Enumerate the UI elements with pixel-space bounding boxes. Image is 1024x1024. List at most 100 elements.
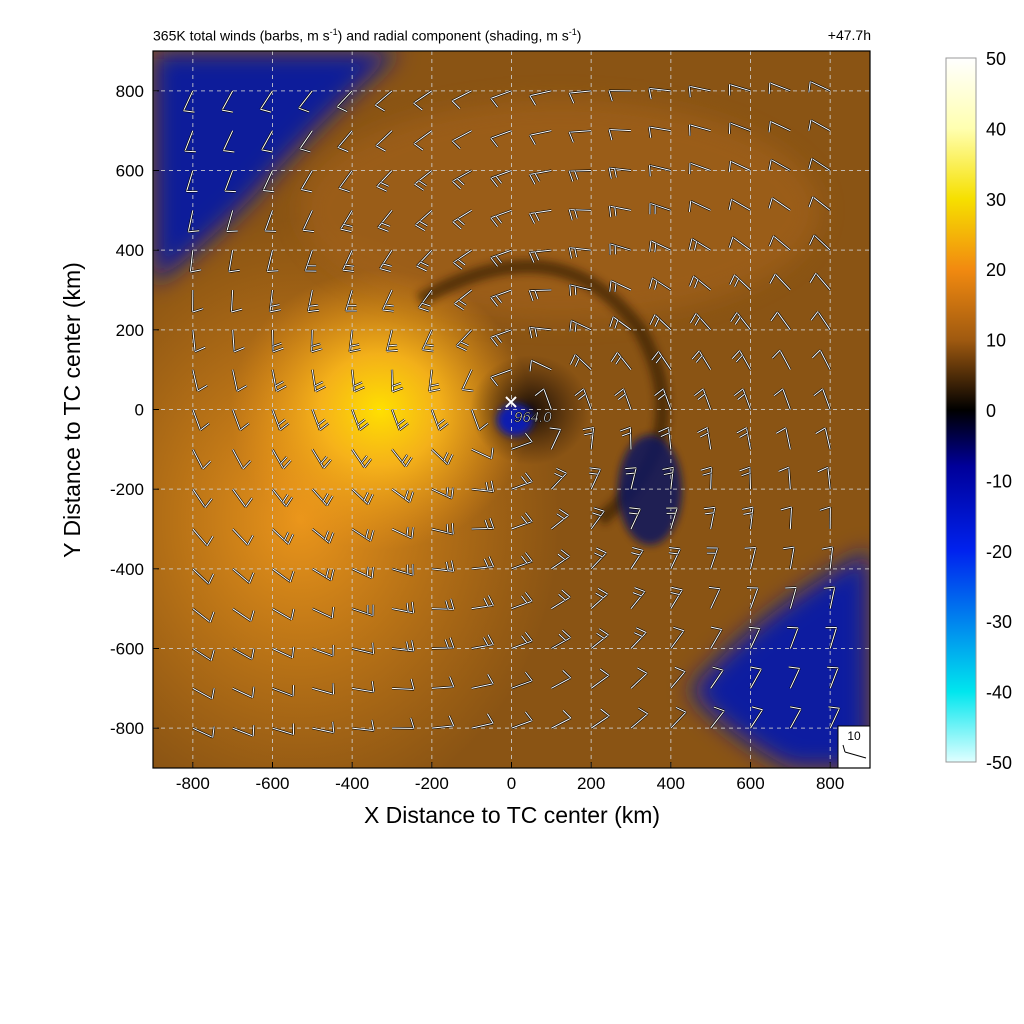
barb-flag <box>236 385 247 392</box>
barb-shaft <box>569 209 592 211</box>
wind-barb <box>569 353 592 371</box>
barb-flag <box>376 186 388 192</box>
wind-barb <box>391 526 415 540</box>
barb-flag2 <box>631 552 641 556</box>
barb-flag <box>823 586 835 589</box>
chart-title: 365K total winds (barbs, m s-1) and radi… <box>153 27 581 44</box>
wind-barb <box>528 169 552 185</box>
barb-shaft <box>260 90 273 110</box>
barb-shaft <box>298 90 313 109</box>
barb-flag <box>771 349 781 359</box>
barb-shaft <box>583 388 592 410</box>
barb-shaft <box>670 630 685 649</box>
barb-shaft <box>307 289 313 312</box>
wind-barb <box>489 209 512 228</box>
barb-flag2 <box>397 419 406 426</box>
barb-flag <box>491 447 494 459</box>
wind-barb <box>385 329 398 353</box>
barb-shaft <box>375 130 393 147</box>
wind-barb <box>550 629 572 650</box>
barb-shaft <box>456 329 473 347</box>
barb-flag2 <box>694 317 701 326</box>
barb-flag <box>673 626 685 632</box>
barb-shaft <box>776 311 791 331</box>
wind-barb <box>729 311 752 331</box>
barb-flag <box>204 498 213 508</box>
barb-shaft <box>337 130 353 148</box>
title-text-2: ) and radial component (shading, m s <box>337 27 569 44</box>
wind-barb <box>608 205 632 218</box>
wind-barb <box>825 626 838 649</box>
wind-barb <box>728 274 752 291</box>
barb-shaft <box>471 683 494 689</box>
wind-barb <box>471 673 495 690</box>
barb-flag2 <box>424 344 434 347</box>
y-tick-label: 800 <box>116 82 144 101</box>
wind-barb <box>271 488 294 508</box>
barb-shaft <box>490 130 512 139</box>
barb-shaft <box>232 608 252 622</box>
wind-barb <box>377 209 393 233</box>
barb-flag <box>282 460 292 469</box>
barb-shaft <box>232 528 249 546</box>
wind-barb <box>451 169 473 190</box>
barb-shaft <box>261 130 273 151</box>
wind-barb <box>351 566 375 580</box>
wind-barb <box>728 121 751 134</box>
barb-flag <box>561 589 571 598</box>
y-tick-label: 0 <box>135 401 144 420</box>
barb-flag <box>285 496 293 507</box>
wind-barb <box>192 568 215 585</box>
barb-shaft <box>774 273 791 291</box>
barb-flag2 <box>574 322 577 332</box>
barb-flag <box>429 388 441 393</box>
wind-barb <box>339 209 354 233</box>
wind-barb <box>658 426 672 450</box>
barb-flag2 <box>595 592 604 599</box>
field-inflow-east <box>618 435 682 545</box>
barb-shaft <box>511 640 533 649</box>
wind-barb <box>431 637 455 650</box>
wind-barb <box>336 90 353 113</box>
barb-flag <box>528 290 534 302</box>
barb-shaft <box>232 409 241 431</box>
barb-shaft <box>272 369 278 392</box>
barb-shaft <box>471 643 494 649</box>
wind-barb <box>688 162 712 175</box>
barb-shaft <box>453 249 472 263</box>
wind-barb <box>550 508 570 530</box>
barb-shaft <box>377 210 393 228</box>
barb-shaft <box>670 671 686 689</box>
barb-flag <box>768 197 773 209</box>
barb-flag <box>202 460 211 470</box>
barb-shaft <box>773 235 791 251</box>
barb-flag <box>451 523 454 535</box>
colorbar-tick-label: 10 <box>986 331 1006 351</box>
barb-flag <box>197 385 208 392</box>
barb-shaft <box>192 727 213 738</box>
barb-shaft <box>391 528 413 539</box>
barb-shaft <box>670 467 674 490</box>
wind-barb <box>260 130 274 154</box>
wind-barb <box>489 368 512 387</box>
barb-flag2 <box>457 218 465 226</box>
wind-barb <box>471 713 495 730</box>
barb-flag2 <box>663 472 673 476</box>
barb-shaft <box>649 164 671 171</box>
barb-shaft <box>771 197 791 211</box>
barb-shaft <box>789 627 799 649</box>
wind-barb <box>648 202 672 215</box>
barb-shaft <box>551 637 571 649</box>
barb-flag <box>828 706 840 709</box>
wind-barb <box>192 726 216 739</box>
barb-flag <box>359 422 369 431</box>
barb-flag <box>728 236 734 248</box>
wind-barb <box>528 209 552 224</box>
wind-barb <box>390 369 404 393</box>
y-tick-label: -800 <box>110 719 144 738</box>
wind-barb <box>700 466 713 490</box>
barb-flag <box>625 467 637 470</box>
wind-barb <box>590 587 609 610</box>
barb-shaft <box>232 687 253 699</box>
barb-flag <box>462 389 474 392</box>
